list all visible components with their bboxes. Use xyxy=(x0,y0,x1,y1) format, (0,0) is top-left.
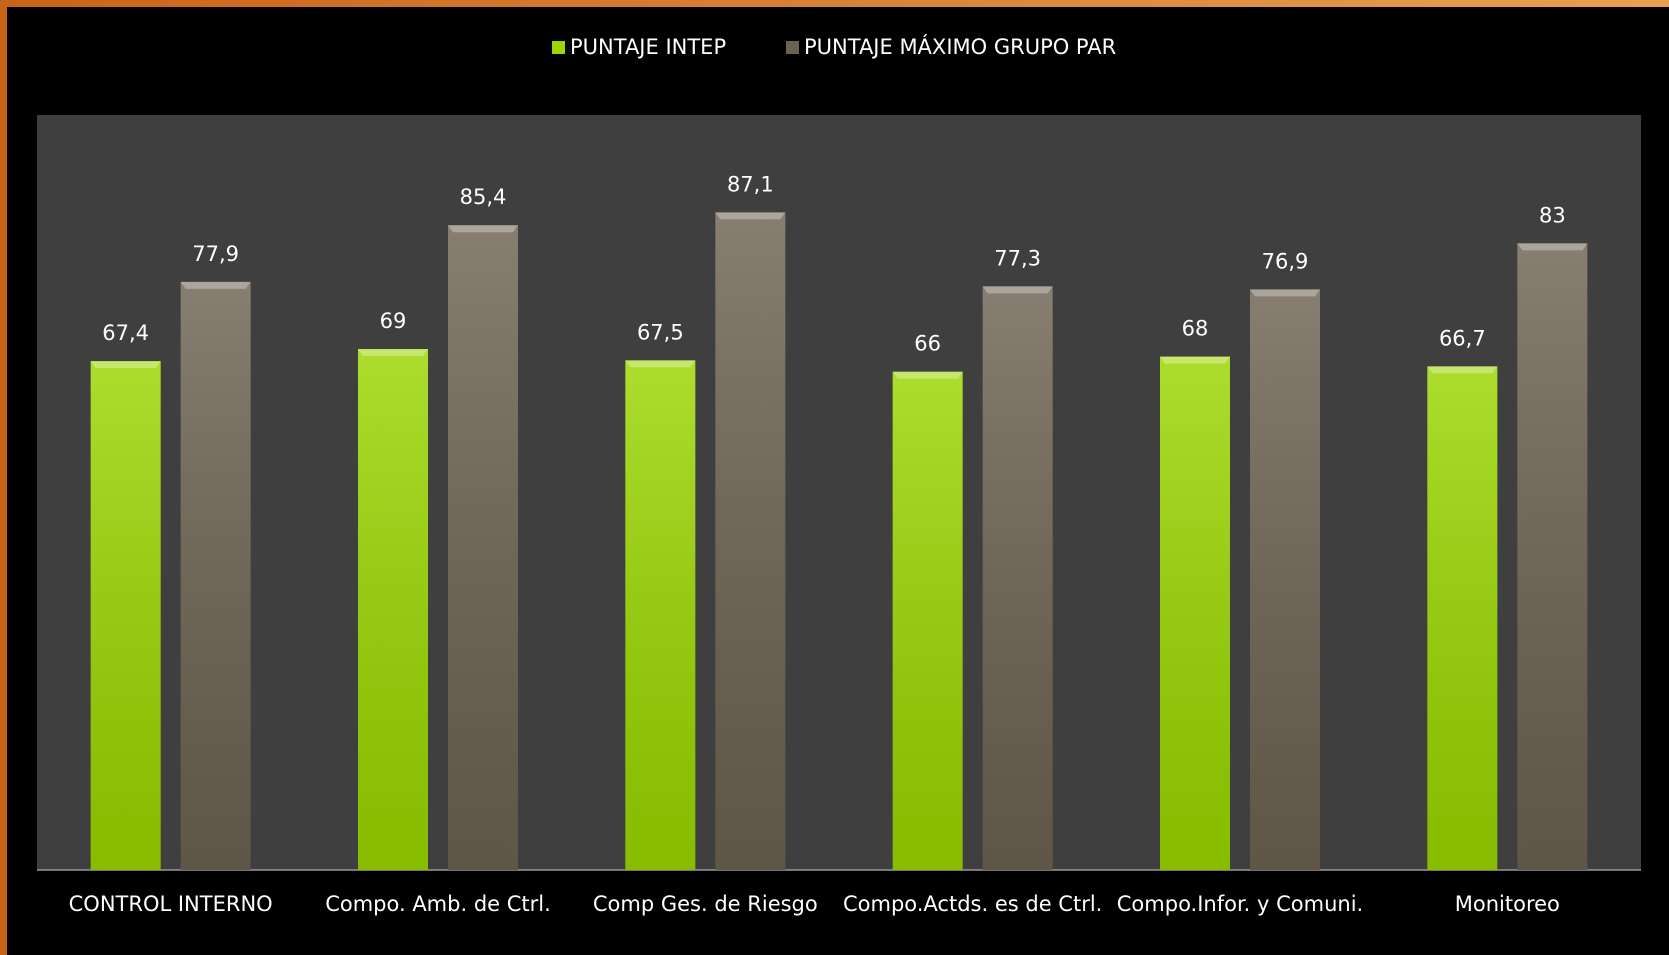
plot-area xyxy=(37,115,1641,870)
left-border xyxy=(0,0,7,955)
legend-swatch xyxy=(552,41,565,54)
bar-cap xyxy=(1160,356,1230,364)
bar-shade xyxy=(180,281,251,871)
bar-cap xyxy=(448,225,518,233)
x-tick-label: Compo.Infor. y Comuni. xyxy=(1117,892,1363,916)
bar-cap xyxy=(180,281,251,289)
bar-shade xyxy=(448,225,518,871)
x-tick-label: Compo. Amb. de Ctrl. xyxy=(325,892,551,916)
bar-cap xyxy=(1427,366,1498,374)
bar-shade xyxy=(1427,366,1498,870)
x-tick-label: Compo.Actds. es de Ctrl. xyxy=(843,892,1102,916)
value-label: 87,1 xyxy=(727,172,774,196)
legend-label: PUNTAJE MÁXIMO GRUPO PAR xyxy=(804,34,1116,59)
bar-cap xyxy=(1250,289,1320,297)
bar-cap xyxy=(1517,243,1588,251)
value-label: 77,9 xyxy=(192,242,239,266)
bar-shade xyxy=(358,349,428,870)
bar-cap xyxy=(982,286,1053,294)
value-label: 67,5 xyxy=(637,320,684,344)
bar-shade xyxy=(90,361,161,870)
value-label: 85,4 xyxy=(460,185,507,209)
value-label: 67,4 xyxy=(102,321,149,345)
x-tick-label: Monitoreo xyxy=(1455,892,1560,916)
bar-cap xyxy=(715,212,786,220)
bar-cap xyxy=(358,349,428,357)
value-label: 76,9 xyxy=(1262,249,1309,273)
legend-swatch xyxy=(786,41,799,54)
bar-shade xyxy=(1250,289,1320,870)
bar-shade xyxy=(1517,243,1588,871)
top-border xyxy=(0,0,1669,7)
bar-shade xyxy=(982,286,1053,870)
legend-label: PUNTAJE INTEP xyxy=(570,35,726,59)
bar-cap xyxy=(625,360,696,368)
value-label: 77,3 xyxy=(994,246,1041,270)
value-label: 68 xyxy=(1182,317,1209,341)
value-label: 66,7 xyxy=(1439,326,1486,350)
value-label: 66 xyxy=(914,332,941,356)
bar-shade xyxy=(892,371,963,870)
bar-shade xyxy=(715,212,786,870)
value-label: 83 xyxy=(1539,203,1566,227)
x-tick-label: Comp Ges. de Riesgo xyxy=(593,892,818,916)
bar-shade xyxy=(1160,356,1230,871)
bar-shade xyxy=(625,360,696,870)
value-label: 69 xyxy=(380,309,407,333)
bar-cap xyxy=(90,361,161,369)
x-tick-label: CONTROL INTERNO xyxy=(69,892,273,916)
bar-cap xyxy=(892,371,963,379)
